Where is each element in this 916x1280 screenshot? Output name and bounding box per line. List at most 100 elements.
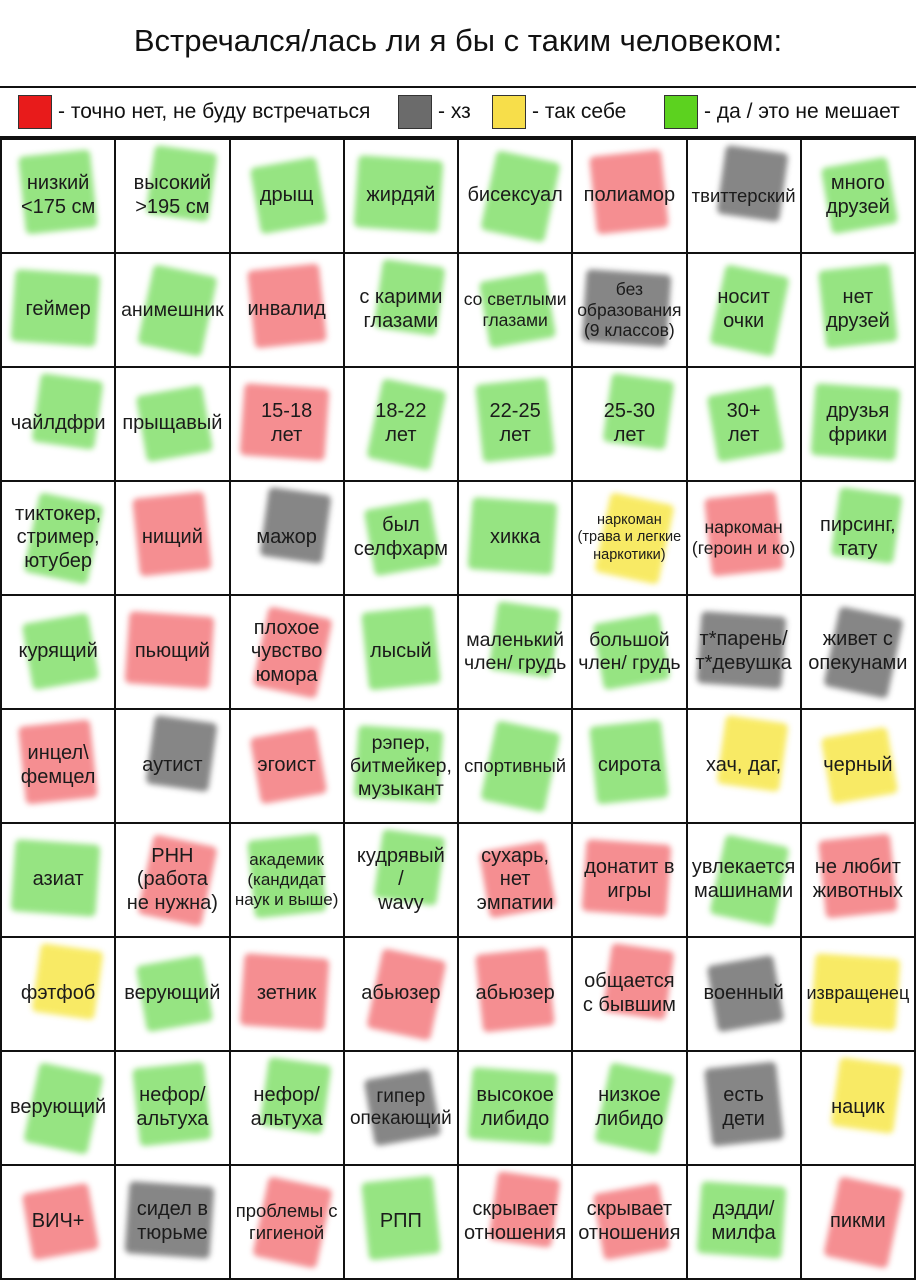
cell-label: живет с опекунами — [808, 628, 908, 674]
bingo-cell: бисексуал — [459, 140, 572, 252]
bingo-cell: увлекается машинами — [687, 824, 800, 936]
cell-label: носит очки — [717, 286, 770, 332]
bingo-cell: чайлдфри — [2, 368, 115, 480]
color-mark-gray — [716, 144, 789, 223]
bingo-cell: дрыщ — [230, 140, 343, 252]
bingo-cell: 30+ лет — [687, 368, 800, 480]
bingo-cell: общается с бывшим — [573, 938, 686, 1050]
cell-label: плохое чувство юмора — [250, 616, 323, 686]
bingo-cell: был селфхарм — [344, 482, 457, 594]
cell-label: нефор/ альтуха — [250, 1084, 323, 1130]
cell-label: РНН (работа не нужна) — [126, 844, 218, 914]
bingo-cell: хикка — [459, 482, 572, 594]
bingo-cell: инвалид — [230, 254, 343, 366]
bingo-cell: академик (кандидат наук и выше) — [230, 824, 343, 936]
legend-label: - хз — [438, 100, 471, 123]
cell-label: зетник — [256, 982, 317, 1005]
legend-item-yellow: - так себе — [492, 88, 626, 136]
cell-label: бисексуал — [467, 184, 563, 207]
legend-label: - да / это не мешает — [704, 100, 900, 123]
cell-label: маленький член/ грудь — [463, 629, 567, 674]
cell-label: с карими глазами — [359, 286, 443, 332]
cell-label: нет друзей — [825, 286, 890, 332]
bingo-cell: инцел\ фемцел — [2, 710, 115, 822]
legend-label: - точно нет, не буду встречаться — [58, 100, 371, 123]
legend-swatch-yellow — [492, 95, 526, 129]
cell-label: есть дети — [722, 1084, 765, 1130]
cell-label: без образования (9 классов) — [577, 279, 682, 341]
bingo-cell: много друзей — [801, 140, 914, 252]
cell-label: т*парень/ т*девушка — [695, 628, 792, 674]
bingo-cell: полиамор — [573, 140, 686, 252]
cell-label: общается с бывшим — [582, 970, 676, 1016]
bingo-cell: 18-22 лет — [344, 368, 457, 480]
bingo-cell: лысый — [344, 596, 457, 708]
bingo-cell: спортивный — [459, 710, 572, 822]
cell-label: дрыщ — [259, 184, 314, 207]
bingo-cell: сирота — [573, 710, 686, 822]
bingo-cell: плохое чувство юмора — [230, 596, 343, 708]
cell-label: лысый — [370, 640, 432, 663]
cell-label: много друзей — [825, 172, 890, 218]
cell-label: верующий — [124, 982, 221, 1005]
bingo-cell: нефор/ альтуха — [116, 1052, 229, 1164]
bingo-cell: нет друзей — [801, 254, 914, 366]
cell-label: не любит животных — [812, 856, 903, 902]
cell-label: эгоист — [257, 754, 316, 777]
bingo-cell: военный — [687, 938, 800, 1050]
bingo-cell: носит очки — [687, 254, 800, 366]
cell-label: хикка — [490, 526, 541, 549]
bingo-cell: РНН (работа не нужна) — [116, 824, 229, 936]
bingo-grid: низкий <175 см высокий >195 см дрыщ жирдяй б… — [0, 138, 916, 1280]
cell-label: прыщавый — [122, 412, 223, 435]
cell-label: тиктокер, стример, ютубер — [15, 502, 102, 572]
bingo-cell: геймер — [2, 254, 115, 366]
bingo-cell: кудрявый / wavy — [344, 824, 457, 936]
bingo-cell: верующий — [2, 1052, 115, 1164]
cell-label: 25-30 лет — [603, 400, 655, 446]
cell-label: донатит в игры — [584, 856, 675, 902]
cell-label: РПП — [379, 1210, 422, 1233]
cell-label: скрывает отношения — [464, 1198, 567, 1244]
cell-label: высокий >195 см — [133, 172, 212, 218]
cell-label: спортивный — [464, 755, 567, 777]
bingo-cell: скрывает отношения — [573, 1166, 686, 1278]
cell-label: рэпер, битмейкер, музыкант — [349, 731, 452, 800]
cell-label: нищий — [141, 526, 203, 549]
bingo-cell: есть дети — [687, 1052, 800, 1164]
bingo-cell: пирсинг, тату — [801, 482, 914, 594]
cell-label: курящий — [18, 640, 98, 663]
bingo-cell: 15-18 лет — [230, 368, 343, 480]
bingo-cell: пьющий — [116, 596, 229, 708]
bingo-cell: высокое либидо — [459, 1052, 572, 1164]
cell-label: сидел в тюрьме — [136, 1198, 208, 1244]
cell-label: абьюзер — [475, 982, 555, 1005]
cell-label: высокое либидо — [476, 1084, 554, 1130]
cell-label: кудрявый / wavy — [356, 844, 445, 914]
bingo-cell: хач, даг, — [687, 710, 800, 822]
cell-label: 18-22 лет — [375, 400, 427, 446]
bingo-cell: абьюзер — [459, 938, 572, 1050]
bingo-cell: аутист — [116, 710, 229, 822]
cell-label: академик (кандидат наук и выше) — [234, 849, 339, 910]
bingo-cell: анимешник — [116, 254, 229, 366]
bingo-cell: твиттерский — [687, 140, 800, 252]
bingo-cell: черный — [801, 710, 914, 822]
bingo-cell: нищий — [116, 482, 229, 594]
legend: - точно нет, не буду встречаться - хз - … — [0, 86, 916, 138]
bingo-cell: с карими глазами — [344, 254, 457, 366]
cell-label: 15-18 лет — [261, 400, 313, 446]
cell-label: большой член/ грудь — [578, 629, 681, 674]
legend-item-red: - точно нет, не буду встречаться — [18, 88, 370, 136]
bingo-cell: тиктокер, стример, ютубер — [2, 482, 115, 594]
cell-label: увлекается машинами — [691, 856, 796, 902]
cell-label: со светлыми глазами — [463, 289, 567, 330]
cell-label: абьюзер — [361, 982, 441, 1005]
bingo-cell: курящий — [2, 596, 115, 708]
cell-label: наркоман (героин и ко) — [691, 517, 796, 558]
cell-label: фэтфоб — [20, 982, 96, 1005]
cell-label: 30+ лет — [726, 400, 761, 446]
bingo-cell: скрывает отношения — [459, 1166, 572, 1278]
bingo-cell: фэтфоб — [2, 938, 115, 1050]
cell-label: был селфхарм — [353, 514, 449, 560]
